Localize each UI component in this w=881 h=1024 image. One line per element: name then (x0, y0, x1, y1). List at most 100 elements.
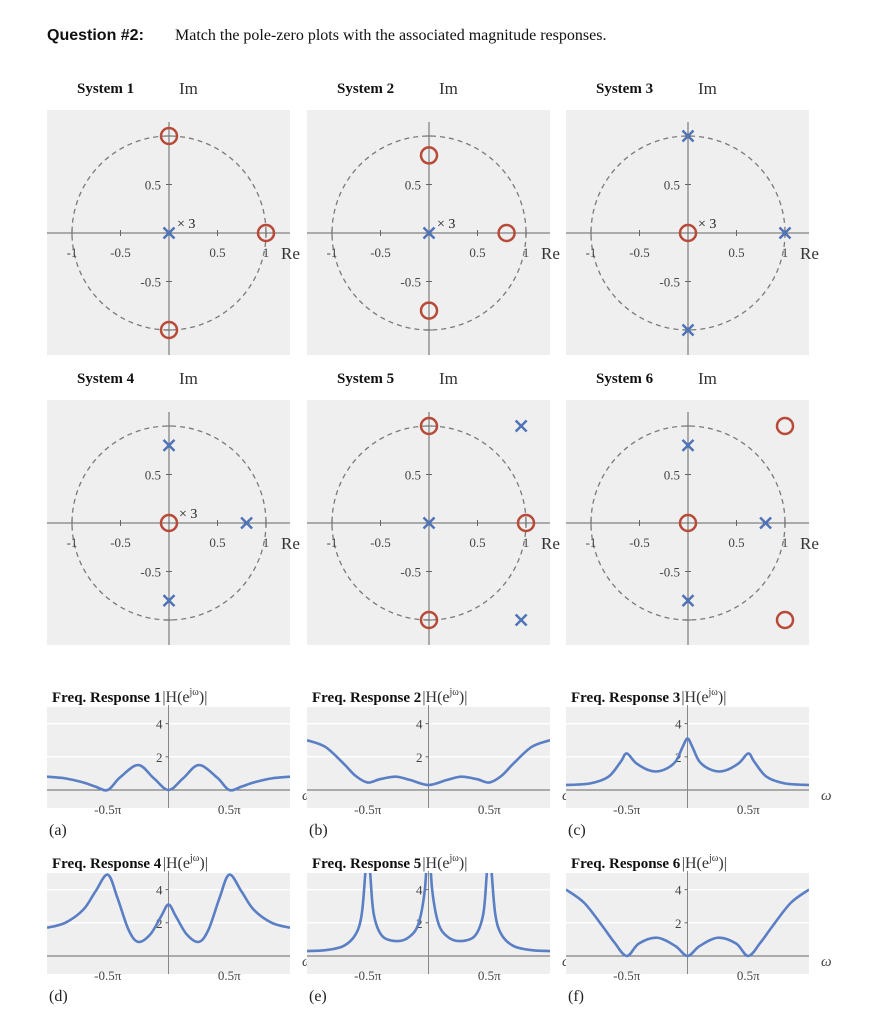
pole-stroke (422, 226, 436, 240)
pole-zero-plot-1: System 1 Im -1 -0.5 0.5 1 0.5 -0.5 Re × 3 (47, 79, 300, 355)
re-axis-label: Re (281, 244, 300, 263)
magnitude-label-suffix: )| (718, 689, 727, 706)
x-tick-label: -1 (67, 245, 78, 260)
frequency-response-1: Freq. Response 1|H(ejω)|24-0.5π0.5πω(a) (47, 687, 313, 839)
response-title: Freq. Response 2 (312, 690, 421, 706)
pole-stroke (514, 419, 528, 433)
magnitude-curve (307, 873, 550, 953)
x-tick-label: 0.5 (728, 245, 744, 260)
system-title: System 2 (337, 81, 394, 97)
pole-stroke (778, 226, 792, 240)
re-axis-label: Re (281, 534, 300, 553)
re-axis-label: Re (800, 244, 819, 263)
re-axis-label: Re (800, 534, 819, 553)
magnitude-label-superscript: jω (189, 687, 200, 698)
zero-marker (256, 223, 276, 243)
pole-marker (162, 594, 176, 607)
response-sublabel: (a) (49, 822, 67, 839)
magnitude-label-superscript: jω (189, 853, 200, 864)
omega-axis-label: ω (821, 954, 832, 970)
x-tick-label: 1 (523, 245, 530, 260)
x-tick-label: -0.5 (629, 535, 650, 550)
re-axis-label: Re (541, 534, 560, 553)
pole-stroke (759, 516, 772, 530)
frequency-response-2: Freq. Response 2|H(ejω)|24-0.5π0.5πω(b) (307, 687, 573, 839)
frequency-response-5: Freq. Response 5|H(ejω)|24-0.5π0.5πω(e) (307, 853, 573, 1005)
response-title: Freq. Response 1 (52, 690, 161, 706)
x-tick-label: 0.5π (478, 802, 501, 817)
x-tick-label: 0.5 (469, 535, 485, 550)
magnitude-label-prefix: |H(e (681, 689, 708, 706)
x-tick-label: -1 (586, 245, 597, 260)
x-tick-label: 1 (523, 535, 530, 550)
x-tick-label: -1 (67, 535, 78, 550)
zero-marker (159, 513, 179, 533)
pole-marker (681, 594, 695, 607)
magnitude-label: |H(ejω)| (422, 853, 467, 872)
magnitude-label: |H(ejω)| (682, 853, 727, 872)
omega-axis-label: ω (821, 788, 832, 804)
pole-stroke (514, 613, 528, 627)
system-title: System 5 (337, 371, 394, 387)
x-tick-label: 0.5π (218, 802, 241, 817)
pole-stroke (681, 323, 695, 337)
pole-marker (681, 439, 695, 452)
zero-marker (159, 126, 179, 146)
y-tick-label: 4 (675, 883, 682, 898)
x-tick-label: -0.5 (370, 245, 391, 260)
question-text: Match the pole-zero plots with the assoc… (175, 27, 606, 44)
y-tick-label: 4 (156, 883, 163, 898)
x-tick-label: -0.5π (613, 802, 641, 817)
response-sublabel: (d) (49, 988, 68, 1005)
zero-marker (678, 223, 698, 243)
pole-marker (162, 226, 176, 240)
response-title: Freq. Response 5 (312, 856, 421, 872)
zero-marker (419, 416, 439, 436)
magnitude-label: |H(ejω)| (422, 687, 467, 706)
y-tick-label: 0.5 (405, 468, 421, 483)
magnitude-label-superscript: jω (449, 687, 460, 698)
x-tick-label: -0.5 (370, 535, 391, 550)
magnitude-curve (307, 738, 550, 787)
im-axis-label: Im (179, 369, 198, 388)
pole-marker (422, 516, 436, 530)
magnitude-label-superscript: jω (708, 687, 719, 698)
response-sublabel: (c) (568, 822, 586, 839)
x-tick-label: -0.5 (110, 535, 131, 550)
magnitude-label-prefix: |H(e (162, 689, 189, 706)
magnitude-curve (566, 737, 809, 787)
x-tick-label: 0.5 (728, 535, 744, 550)
y-tick-label: 2 (416, 750, 423, 765)
frequency-response-6: Freq. Response 6 |H(ejω)| 2 4 -0.5π 0.5π ω (f) (566, 853, 832, 1005)
x-tick-label: -0.5 (110, 245, 131, 260)
x-tick-label: -1 (327, 245, 338, 260)
pole-marker (778, 226, 792, 240)
magnitude-label-suffix: )| (199, 855, 208, 872)
x-tick-label: -0.5π (613, 968, 641, 983)
multiplicity-label: × 3 (698, 217, 716, 232)
pole-marker (514, 613, 528, 627)
multiplicity-label: × 3 (179, 507, 197, 522)
y-tick-label: 0.5 (664, 178, 680, 193)
y-tick-label: 4 (675, 717, 682, 732)
pole-zero-plot-4: System 4 Im -1 -0.5 0.5 1 0.5 -0.5 Re × 3 (47, 369, 300, 645)
pole-stroke (681, 439, 695, 452)
magnitude-label-prefix: |H(e (422, 855, 449, 872)
frequency-response-plots: Freq. Response 1|H(ejω)|24-0.5π0.5πω(a)F… (47, 687, 832, 1005)
magnitude-label-suffix: )| (459, 855, 468, 872)
pole-stroke (162, 594, 176, 607)
response-sublabel: (b) (309, 822, 328, 839)
y-tick-label: 4 (416, 883, 423, 898)
zero-marker (516, 513, 536, 533)
zero-marker (678, 513, 698, 533)
magnitude-label-prefix: |H(e (682, 855, 709, 872)
frequency-response-4: Freq. Response 4|H(ejω)|24-0.5π0.5πω(d) (47, 853, 313, 1005)
im-axis-label: Im (439, 79, 458, 98)
magnitude-label: |H(ejω)| (162, 687, 207, 706)
x-tick-label: -1 (586, 535, 597, 550)
response-title: Freq. Response 4 (52, 856, 162, 872)
pole-marker (681, 129, 695, 143)
x-tick-label: 0.5π (478, 968, 501, 983)
